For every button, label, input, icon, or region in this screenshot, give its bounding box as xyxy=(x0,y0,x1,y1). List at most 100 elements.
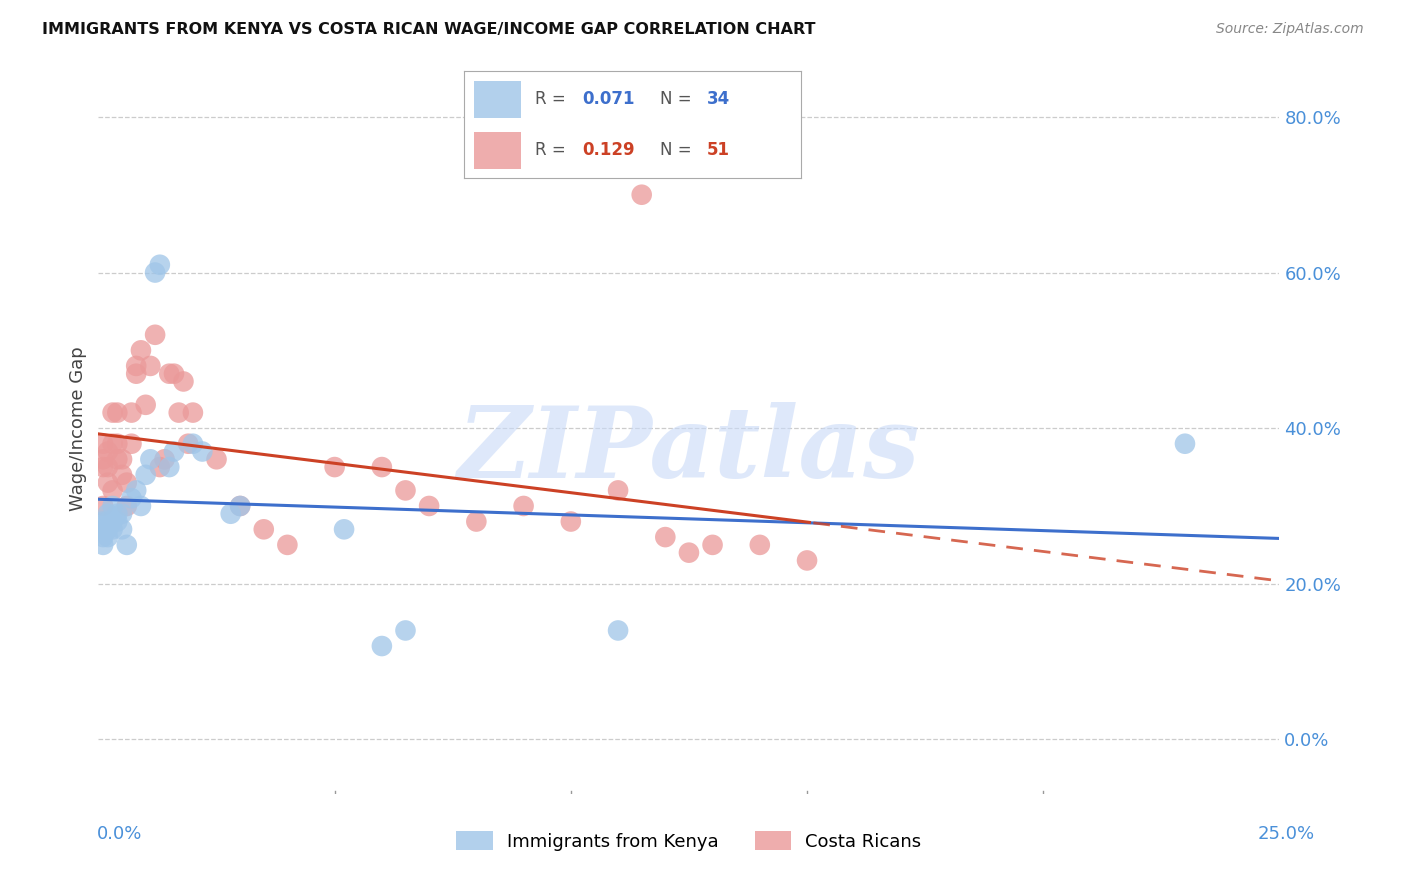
Point xyxy=(111,467,134,482)
Point xyxy=(105,436,128,450)
Point xyxy=(418,499,440,513)
Point xyxy=(323,460,346,475)
Point xyxy=(121,406,143,420)
Text: R =: R = xyxy=(534,90,571,109)
Point xyxy=(121,491,143,506)
Point xyxy=(91,522,114,536)
Point xyxy=(229,499,252,513)
Point xyxy=(97,515,120,529)
Point xyxy=(143,327,166,342)
Point xyxy=(97,444,120,458)
Point xyxy=(229,499,252,513)
Point xyxy=(105,507,128,521)
Point xyxy=(101,522,124,536)
Point xyxy=(654,530,676,544)
Point xyxy=(702,538,724,552)
Point xyxy=(139,452,162,467)
Point xyxy=(91,530,114,544)
Y-axis label: Wage/Income Gap: Wage/Income Gap xyxy=(69,346,87,510)
Text: 25.0%: 25.0% xyxy=(1258,825,1315,843)
Point xyxy=(111,522,134,536)
Text: IMMIGRANTS FROM KENYA VS COSTA RICAN WAGE/INCOME GAP CORRELATION CHART: IMMIGRANTS FROM KENYA VS COSTA RICAN WAG… xyxy=(42,22,815,37)
Point xyxy=(181,436,204,450)
Point xyxy=(111,507,134,521)
Point xyxy=(91,436,114,450)
Point xyxy=(135,398,157,412)
Point xyxy=(177,436,200,450)
Text: 0.0%: 0.0% xyxy=(97,825,142,843)
Point xyxy=(678,546,700,560)
Point xyxy=(115,499,138,513)
Point xyxy=(101,483,124,498)
Point xyxy=(181,406,204,420)
Point xyxy=(205,452,228,467)
Point xyxy=(219,507,242,521)
Point xyxy=(111,452,134,467)
Point xyxy=(125,483,148,498)
Point xyxy=(465,515,488,529)
Point xyxy=(97,475,120,490)
Text: 0.071: 0.071 xyxy=(582,90,634,109)
Point xyxy=(149,460,172,475)
FancyBboxPatch shape xyxy=(474,81,522,119)
Point xyxy=(172,375,194,389)
Point xyxy=(97,460,120,475)
Point xyxy=(105,452,128,467)
Point xyxy=(607,483,630,498)
Point xyxy=(101,406,124,420)
Point xyxy=(101,499,124,513)
Point xyxy=(125,359,148,373)
Text: 51: 51 xyxy=(707,141,730,160)
Point xyxy=(129,343,152,358)
Point xyxy=(91,499,114,513)
Point xyxy=(143,266,166,280)
Point xyxy=(115,475,138,490)
Legend: Immigrants from Kenya, Costa Ricans: Immigrants from Kenya, Costa Ricans xyxy=(450,824,928,858)
Point xyxy=(276,538,298,552)
Point xyxy=(748,538,770,552)
Point xyxy=(630,187,652,202)
Point xyxy=(163,444,186,458)
Point xyxy=(97,530,120,544)
Point xyxy=(135,467,157,482)
Point xyxy=(191,444,214,458)
Point xyxy=(512,499,534,513)
Text: Source: ZipAtlas.com: Source: ZipAtlas.com xyxy=(1216,22,1364,37)
Point xyxy=(101,515,124,529)
Text: N =: N = xyxy=(659,141,696,160)
Point xyxy=(607,624,630,638)
Point xyxy=(149,258,172,272)
Point xyxy=(125,367,148,381)
Point xyxy=(157,367,180,381)
Point xyxy=(163,367,186,381)
Point xyxy=(560,515,582,529)
Point xyxy=(157,460,180,475)
Point xyxy=(105,515,128,529)
Point xyxy=(371,639,394,653)
Point xyxy=(115,538,138,552)
Point xyxy=(153,452,176,467)
Point xyxy=(371,460,394,475)
Point xyxy=(105,406,128,420)
Point xyxy=(91,515,114,529)
Point xyxy=(139,359,162,373)
FancyBboxPatch shape xyxy=(474,131,522,169)
Point xyxy=(91,460,114,475)
Text: 34: 34 xyxy=(707,90,730,109)
Text: R =: R = xyxy=(534,141,571,160)
Point xyxy=(91,452,114,467)
Point xyxy=(129,499,152,513)
Point xyxy=(97,522,120,536)
Text: ZIPatlas: ZIPatlas xyxy=(458,402,920,499)
Point xyxy=(91,538,114,552)
Text: 0.129: 0.129 xyxy=(582,141,634,160)
Text: N =: N = xyxy=(659,90,696,109)
Point xyxy=(101,436,124,450)
Point xyxy=(253,522,276,536)
Point xyxy=(394,624,416,638)
Point xyxy=(394,483,416,498)
Point xyxy=(121,436,143,450)
Point xyxy=(167,406,190,420)
Point xyxy=(796,553,818,567)
Point xyxy=(1174,436,1197,450)
